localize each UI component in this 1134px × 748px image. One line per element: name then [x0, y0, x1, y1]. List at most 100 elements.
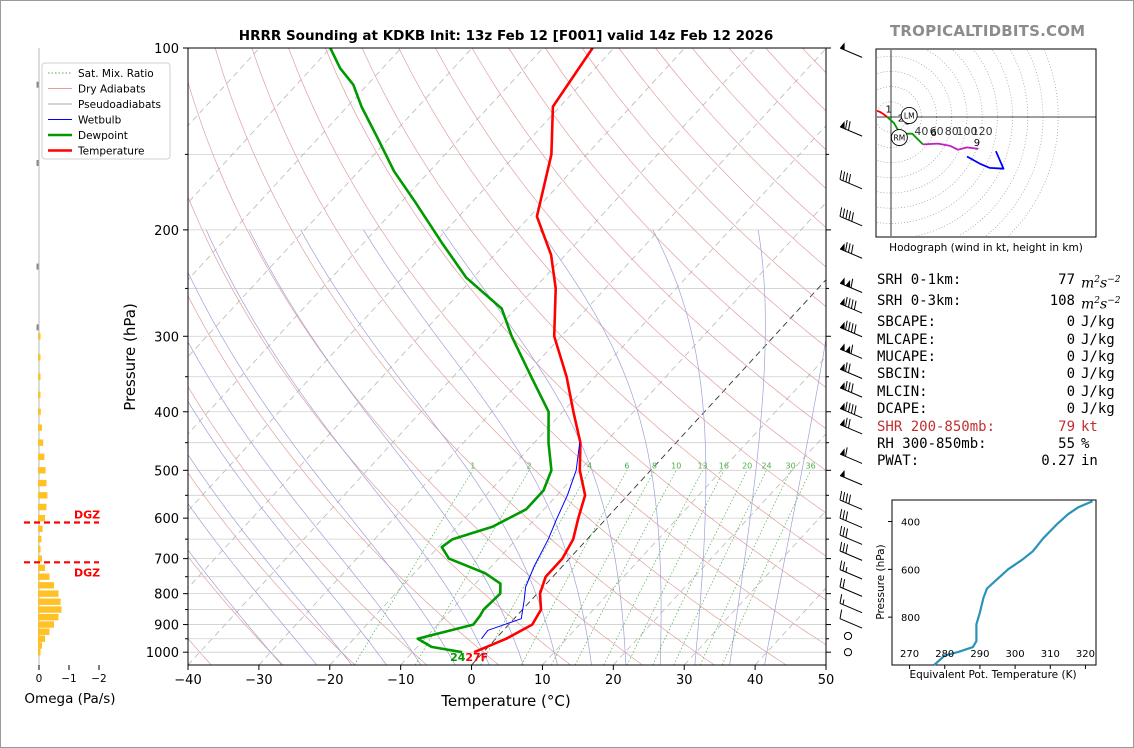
index-unit: m2s−2	[1081, 275, 1121, 292]
index-label: DCAPE:	[877, 401, 928, 418]
hodograph-height-label: 9	[974, 138, 980, 149]
pseudoadiabat	[188, 400, 387, 665]
theta-e-y-tick-label: 600	[901, 565, 920, 576]
index-row: MUCAPE: 0 J/kg	[877, 349, 1120, 366]
mixing-ratio-label: 30	[786, 461, 796, 470]
hodograph-ring-label: 40	[914, 125, 928, 138]
omega-bar	[38, 424, 42, 431]
dry-adiabat	[188, 555, 284, 665]
index-value: 77	[1058, 272, 1075, 288]
theta-e-y-tick-label: 400	[901, 518, 920, 529]
mixing-ratio-label: 8	[652, 461, 657, 470]
hodograph-ring-label: 120	[972, 125, 993, 138]
index-row: SHR 200-850mb: 79 kt	[877, 419, 1120, 436]
dgz-label: DGZ	[74, 566, 100, 579]
theta-e-x-tick-label: 280	[935, 649, 954, 660]
legend-label: Temperature	[77, 146, 145, 158]
omega-small-mark	[36, 159, 39, 166]
mixing-ratio-label: 4	[587, 461, 592, 470]
y-tick-label: 900	[154, 619, 179, 634]
mixing-ratio-label: 24	[761, 461, 771, 470]
legend-label: Pseudoadiabats	[78, 99, 161, 111]
x-tick-label: 40	[747, 673, 764, 688]
index-row: SBCIN: 0 J/kg	[877, 366, 1120, 383]
wind-barb	[839, 362, 863, 379]
skew-t-profiles: 2427F	[329, 48, 594, 664]
omega-bar	[38, 479, 47, 487]
index-unit: J/kg	[1081, 366, 1115, 383]
index-row: DCAPE: 0 J/kg	[877, 401, 1120, 418]
omega-tick-label: −2	[91, 673, 106, 685]
dry-adiabat	[288, 48, 826, 646]
pseudoadiabat	[205, 229, 490, 665]
index-unit: kt	[1081, 418, 1098, 435]
omega-bar	[38, 333, 41, 340]
index-value: 79	[1058, 418, 1075, 435]
wind-barb	[839, 541, 863, 561]
dgz-label: DGZ	[74, 508, 100, 521]
omega-bar	[38, 555, 42, 562]
index-row: SRH 0-3km: 108 m2s−2	[877, 293, 1120, 314]
theta-e-x-tick-label: 310	[1041, 649, 1060, 660]
dry-adiabat	[188, 295, 500, 665]
omega-bar	[38, 439, 44, 446]
hodograph-segment	[877, 110, 888, 118]
wetbulb-line	[481, 442, 581, 640]
index-label: RH 300-850mb:	[877, 435, 987, 452]
y-tick-label: 700	[154, 553, 179, 568]
pseudoadiabat	[300, 229, 558, 665]
hodograph-ring-label: 100	[957, 125, 978, 138]
x-tick-label: −10	[387, 673, 414, 688]
x-axis-label: Temperature (°C)	[440, 692, 570, 710]
skew-t-axes: −40 −30 −20 −10 0 10 20 30 40 50 100 200 300 400 500 60…	[146, 42, 834, 688]
dry-adiabat	[471, 48, 826, 430]
mixing-ratio-label: 6	[624, 461, 629, 470]
omega-tick-label: 0	[36, 673, 43, 685]
omega-small-mark	[36, 324, 39, 331]
y-tick-label: 1000	[146, 646, 179, 661]
dry-adiabat	[324, 48, 826, 601]
mixing-ratio-line	[574, 470, 677, 665]
mixing-ratio-line	[353, 470, 474, 665]
hodograph-height-label: 6	[930, 128, 936, 139]
pseudoadiabat	[729, 229, 766, 665]
omega-bar	[38, 354, 41, 361]
x-tick-label: 30	[676, 673, 693, 688]
omega-small-mark	[36, 81, 39, 88]
dry-adiabat	[435, 48, 826, 471]
theta-e-line	[933, 500, 1093, 666]
index-row: PWAT: 0.27 in	[877, 453, 1120, 470]
omega-panel: DGZ DGZ 0 −1 −2	[24, 48, 107, 685]
dewpoint-line	[329, 48, 553, 654]
y-tick-label: 800	[154, 588, 179, 603]
omega-bar	[38, 564, 45, 572]
mixing-ratio-line	[652, 470, 748, 665]
index-label: MLCIN:	[877, 383, 928, 400]
theta-e-x-tick-label: 300	[1006, 649, 1025, 660]
wind-barb	[839, 42, 863, 58]
omega-small-mark	[36, 263, 39, 270]
omega-bar	[38, 545, 41, 553]
mixing-ratio-label: 10	[671, 461, 681, 470]
omega-bar	[38, 590, 59, 597]
wind-barb	[839, 277, 863, 293]
index-unit: %	[1081, 435, 1090, 452]
hodograph-height-label: 1	[886, 104, 892, 115]
omega-bar	[38, 503, 47, 511]
wind-barb	[839, 609, 863, 629]
index-label: MUCAPE:	[877, 348, 937, 365]
theta-e-x-tick-label: 320	[1076, 649, 1095, 660]
omega-bar	[38, 582, 54, 589]
wind-barb	[839, 320, 863, 338]
wind-barb	[839, 343, 863, 359]
omega-bar	[38, 453, 45, 461]
wind-barb	[839, 417, 863, 435]
x-tick-label: 10	[534, 673, 551, 688]
wind-barb	[839, 469, 863, 486]
theta-e-x-tick-label: 270	[900, 649, 919, 660]
chart-title: HRRR Sounding at KDKB Init: 13z Feb 12 […	[239, 28, 773, 44]
index-unit: J/kg	[1081, 383, 1115, 400]
mixing-ratio-label: 20	[742, 461, 752, 470]
pseudoadiabat	[188, 503, 318, 665]
